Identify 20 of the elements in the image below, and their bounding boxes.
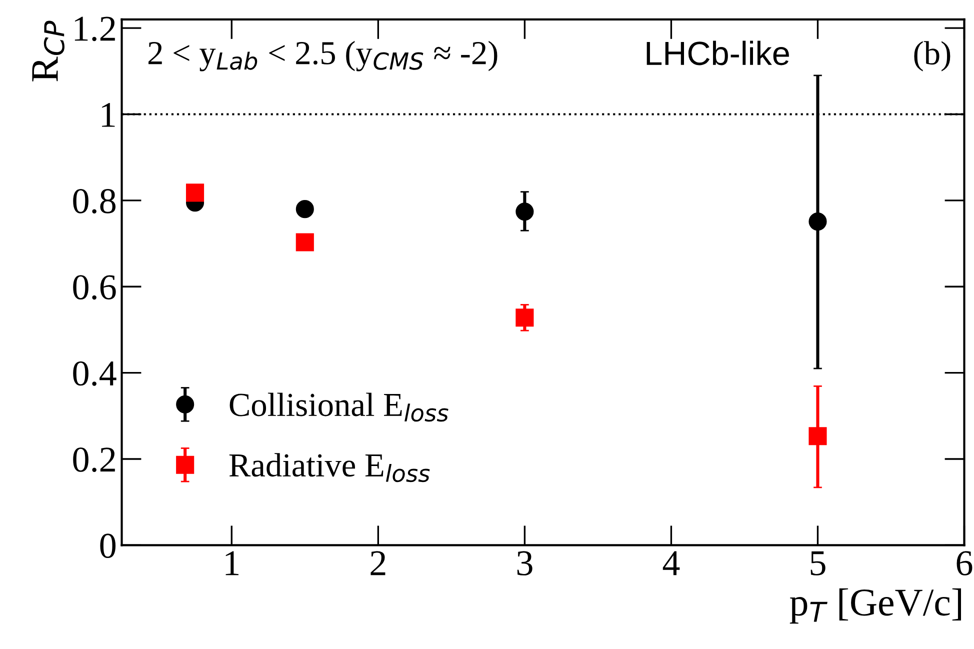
y-tick-label: 0 — [100, 534, 116, 558]
x-tick-label: 3 — [517, 551, 532, 576]
x-tick-label: 5 — [810, 551, 826, 576]
x-axis-title: p$_{T}$ [GeV/c] — [790, 588, 961, 624]
annotation: (b) — [914, 41, 950, 72]
legend-label: Radiative E$_{loss}$ — [229, 453, 430, 482]
y-tick-label: 1 — [102, 102, 115, 127]
x-tick-label: 1 — [226, 551, 239, 576]
annotation: 2 < y$_{Lab}$ < 2.5 (y$_{CMS}$ ≈ -2) — [148, 40, 498, 72]
y-axis-title: R$_{CP}$ — [32, 20, 64, 82]
y-tick-label: 0.4 — [73, 361, 116, 386]
y-tick-label: 0.8 — [73, 188, 116, 214]
x-tick-label: 6 — [956, 551, 972, 576]
y-tick-label: 1.2 — [74, 16, 115, 42]
y-tick-label: 0.2 — [73, 447, 115, 472]
legend-label: Collisional E$_{loss}$ — [230, 392, 448, 422]
x-tick-label: 4 — [662, 551, 680, 576]
y-tick-label: 0.6 — [73, 275, 116, 300]
x-tick-label: 2 — [370, 551, 386, 576]
annotation: LHCb-like — [646, 40, 789, 66]
